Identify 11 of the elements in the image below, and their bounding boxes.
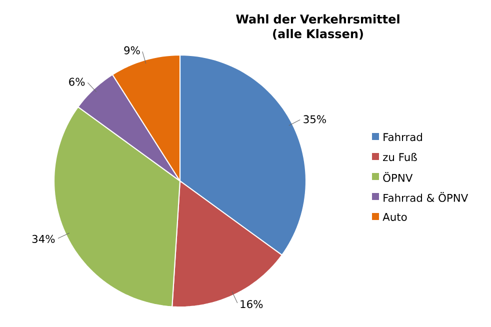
chart-title: Wahl der Verkehrsmittel (alle Klassen) — [236, 14, 400, 40]
legend-label: ÖPNV — [383, 172, 413, 182]
legend-label: Fahrrad & ÖPNV — [384, 192, 468, 202]
data-label: 35% — [304, 115, 326, 124]
legend-label: Fahrrad — [384, 132, 422, 142]
data-label: 34% — [32, 234, 55, 243]
data-label: 6% — [69, 78, 85, 86]
data-label: 16% — [240, 300, 263, 308]
data-label: 9% — [124, 46, 140, 54]
legend-label: zu Fuß — [383, 152, 417, 162]
legend-label: Auto — [382, 213, 407, 221]
